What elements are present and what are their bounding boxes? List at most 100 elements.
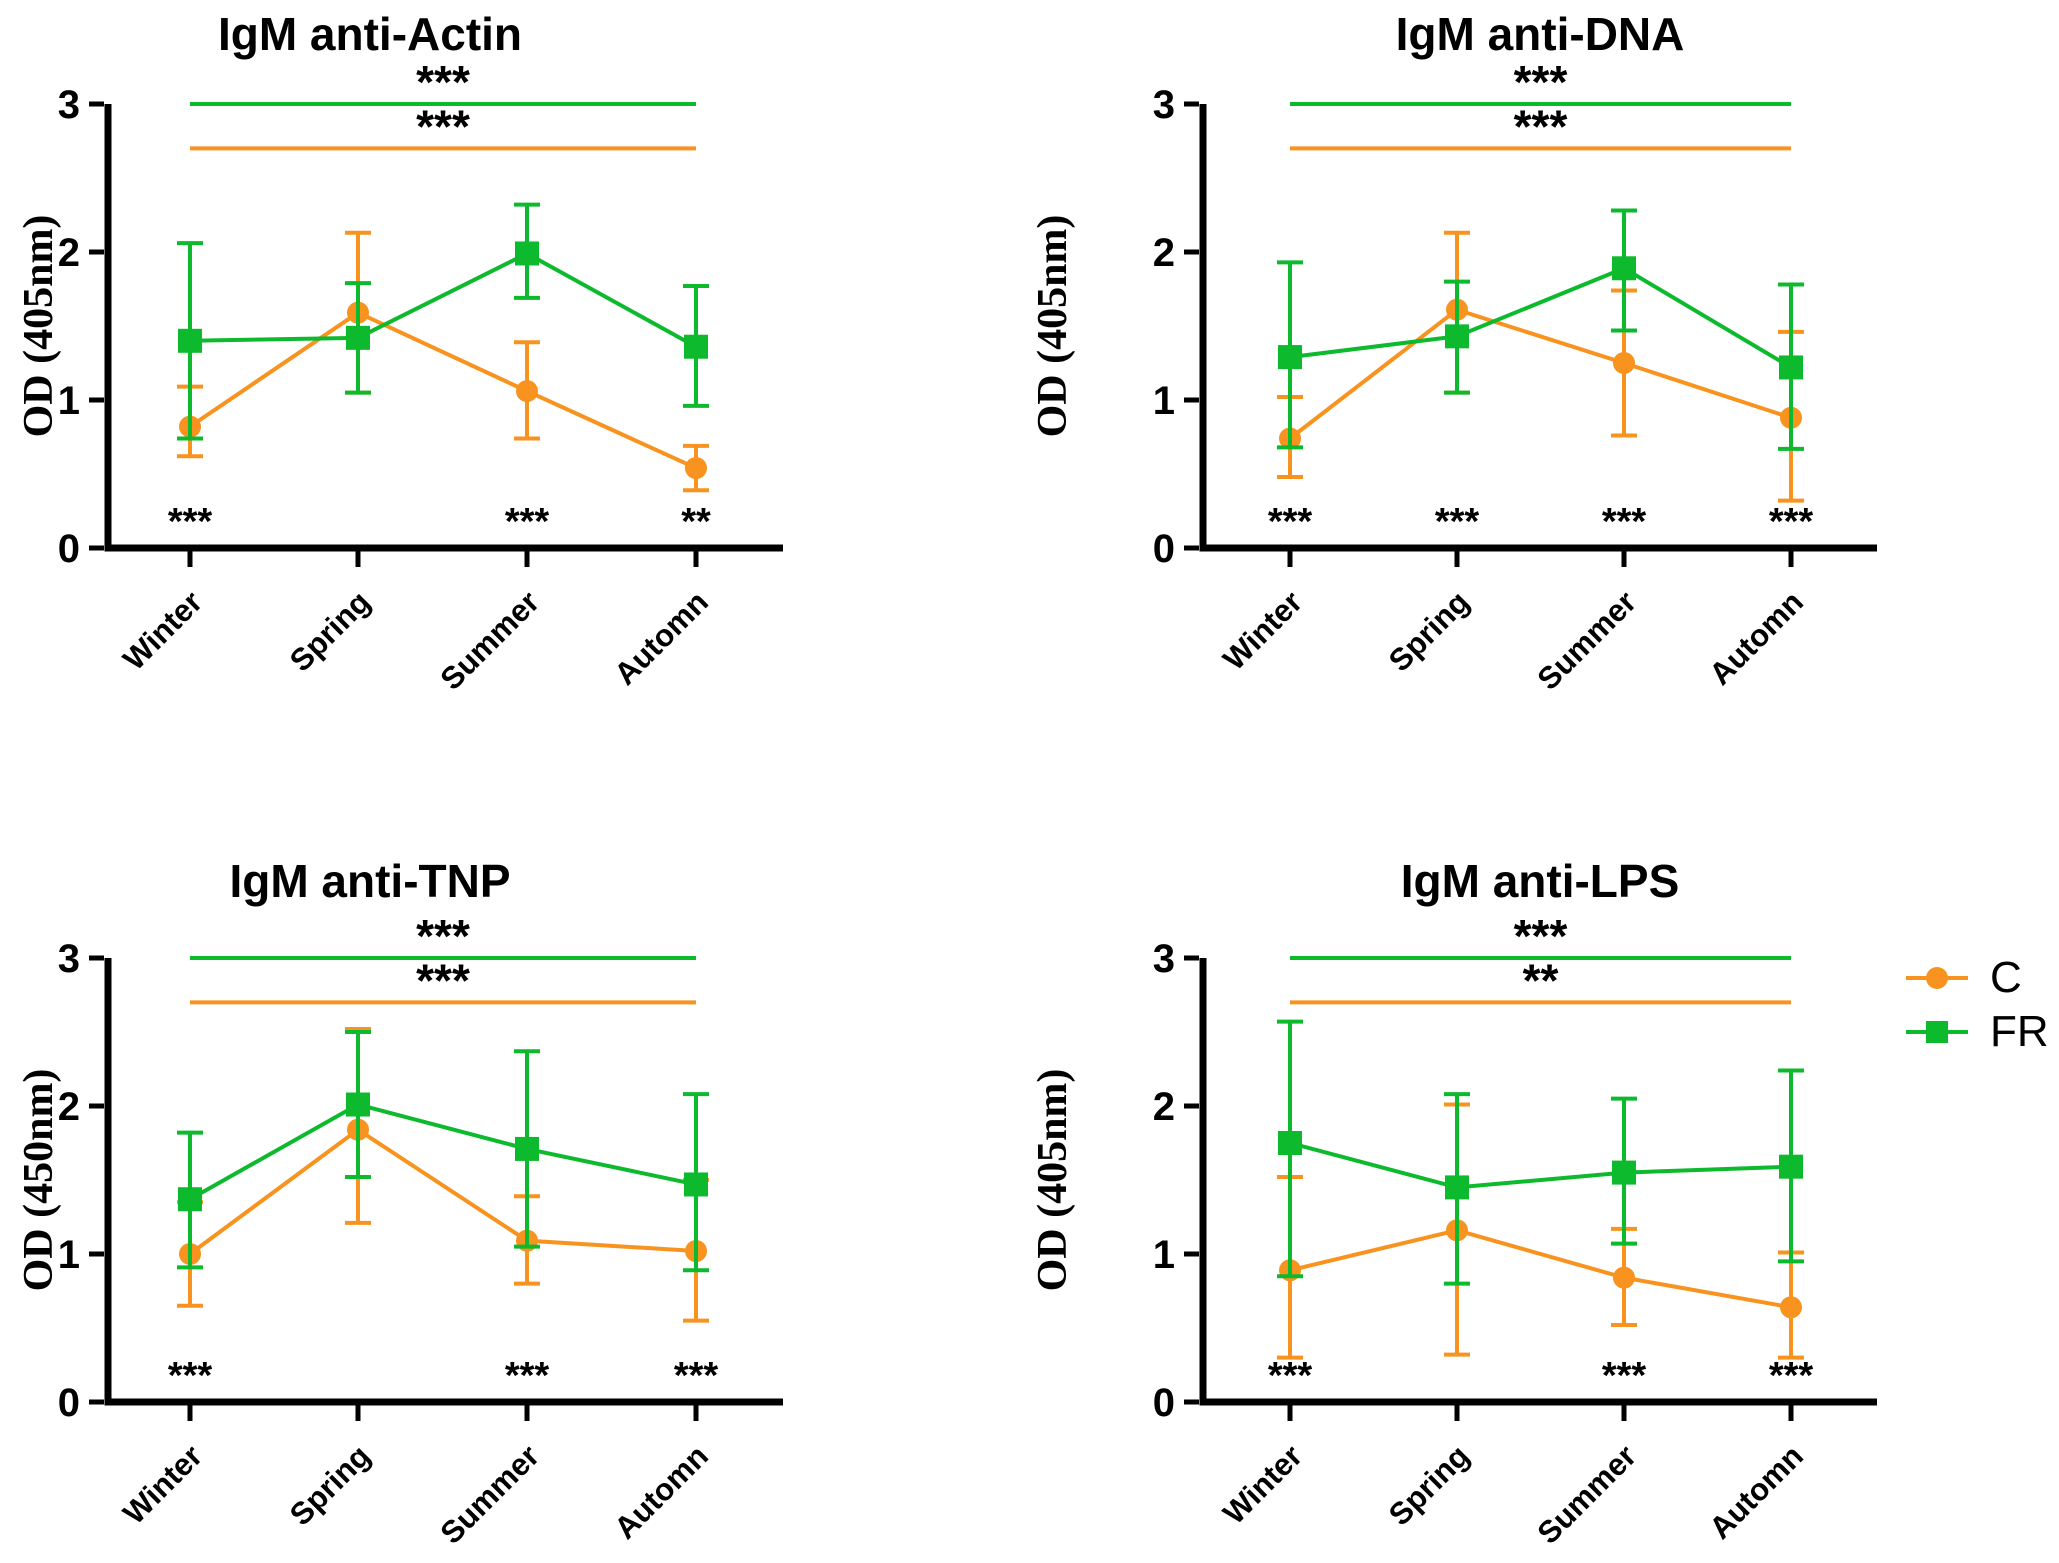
significance-stars-c: ***	[416, 100, 470, 152]
series-line-fr	[1289, 1141, 1792, 1190]
x-category-label: Automn	[1702, 584, 1810, 692]
legend-label-c: C	[1990, 953, 2022, 1002]
axis-frame	[1199, 958, 1877, 1406]
x-category-label: Winter	[1216, 1438, 1309, 1531]
y-axis-title: OD (450nm)	[16, 1069, 62, 1292]
significance-stars-fr: ***	[416, 56, 470, 108]
data-point-c	[1780, 1296, 1802, 1319]
data-point-c	[1613, 352, 1635, 374]
axis-frame	[104, 958, 783, 1406]
y-tick-label: 1	[1153, 379, 1175, 423]
legend-marker-fr-icon	[1906, 1010, 1968, 1054]
series-line-c	[188, 310, 697, 470]
panel-title: IgM anti-DNA	[1396, 8, 1685, 60]
y-tick-label: 3	[1153, 83, 1175, 127]
x-category-label: Spring	[283, 584, 377, 678]
category-significance-stars: ***	[505, 1355, 550, 1397]
axis-frame	[104, 104, 783, 552]
data-point-fr	[1612, 1160, 1636, 1185]
category-significance-stars: ***	[1435, 501, 1480, 543]
category-significance-stars: ***	[1268, 1355, 1313, 1397]
y-tick-label: 2	[1153, 231, 1175, 275]
x-category-label: Summer	[433, 1438, 545, 1550]
y-tick-label: 0	[1153, 527, 1175, 571]
x-category-label: Summer	[433, 584, 545, 696]
y-axis-title: OD (405nm)	[1030, 1069, 1076, 1292]
chart-panel-igm-anti-lps: IgM anti-LPS OD (405nm) 0 1 2 3 Winter Spring Su…	[1030, 855, 1877, 1551]
data-point-fr	[346, 325, 370, 350]
x-category-label: Summer	[1530, 584, 1642, 696]
data-point-fr	[178, 328, 202, 353]
x-category-label: Spring	[1382, 1438, 1476, 1532]
x-category-label: Winter	[116, 584, 209, 677]
data-point-fr	[346, 1092, 370, 1117]
panel-title: IgM anti-Actin	[218, 8, 522, 60]
category-significance-stars: ***	[1602, 501, 1647, 543]
y-tick-label: 0	[58, 1381, 80, 1425]
x-category-label: Winter	[1216, 584, 1309, 677]
y-tick-label: 0	[1153, 1381, 1175, 1425]
data-point-c	[685, 457, 707, 480]
data-point-fr	[515, 241, 539, 266]
y-tick-label: 1	[1153, 1233, 1175, 1277]
y-tick-label: 2	[58, 231, 80, 275]
series-line-fr	[189, 1102, 697, 1201]
data-point-fr	[1779, 1154, 1803, 1179]
legend-item-c: C	[1906, 953, 2049, 1002]
x-category-label: Automn	[1702, 1438, 1810, 1546]
y-tick-label: 2	[58, 1085, 80, 1129]
category-significance-stars: ***	[1769, 1355, 1814, 1397]
y-tick-label: 2	[1153, 1085, 1175, 1129]
data-point-fr	[1445, 324, 1469, 349]
category-significance-stars: ***	[1268, 501, 1313, 543]
data-point-fr	[515, 1136, 539, 1161]
significance-stars-c: ***	[1514, 100, 1568, 152]
legend: C FR	[1906, 953, 2049, 1056]
chart-panel-igm-anti-tnp: IgM anti-TNP OD (450nm) 0 1 2 3 Winter Spring Su…	[16, 855, 783, 1551]
y-tick-label: 1	[58, 1233, 80, 1277]
data-point-fr	[684, 334, 708, 359]
category-significance-stars: ***	[505, 501, 550, 543]
y-axis-title: OD (405nm)	[1030, 215, 1076, 438]
y-tick-label: 1	[58, 379, 80, 423]
y-tick-label: 3	[58, 937, 80, 981]
significance-stars-fr: ***	[1514, 910, 1568, 962]
legend-marker-c-icon	[1906, 956, 1968, 1000]
significance-stars-c: **	[1523, 954, 1559, 1006]
series-line-fr	[189, 251, 697, 349]
data-point-fr	[178, 1187, 202, 1212]
x-category-label: Winter	[116, 1438, 209, 1531]
series-line-c	[1289, 1228, 1792, 1310]
legend-item-fr: FR	[1906, 1007, 2049, 1056]
category-significance-stars: ***	[674, 1355, 719, 1397]
x-category-label: Spring	[1382, 584, 1476, 678]
data-point-fr	[1278, 345, 1302, 370]
data-point-fr	[1612, 256, 1636, 281]
data-point-c	[516, 380, 538, 403]
axis-frame	[1199, 104, 1877, 552]
x-category-label: Spring	[283, 1438, 377, 1532]
significance-stars-c: ***	[416, 954, 470, 1006]
y-axis-title: OD (405nm)	[16, 215, 62, 438]
x-category-label: Automn	[607, 1438, 715, 1546]
data-point-fr	[684, 1172, 708, 1197]
chart-panel-igm-anti-actin: IgM anti-Actin OD (405nm) 0 1 2 3 Winter Spring…	[16, 8, 783, 697]
legend-label-fr: FR	[1990, 1007, 2049, 1056]
series-line-fr	[1289, 266, 1793, 370]
x-category-label: Summer	[1530, 1438, 1642, 1550]
category-significance-stars: ***	[168, 1355, 213, 1397]
panel-title: IgM anti-TNP	[229, 855, 510, 907]
y-tick-label: 0	[58, 527, 80, 571]
panel-title: IgM anti-LPS	[1401, 855, 1680, 907]
chart-panel-igm-anti-dna: IgM anti-DNA OD (405nm) 0 1 2 3 Winter Spring Su…	[1030, 8, 1877, 697]
y-tick-label: 3	[1153, 937, 1175, 981]
x-category-label: Automn	[607, 584, 715, 692]
category-significance-stars: ***	[1602, 1355, 1647, 1397]
category-significance-stars: **	[681, 501, 711, 543]
series-line-c	[188, 1127, 697, 1256]
data-point-fr	[1278, 1131, 1302, 1155]
series-line-c	[1288, 307, 1792, 441]
category-significance-stars: ***	[1769, 501, 1814, 543]
